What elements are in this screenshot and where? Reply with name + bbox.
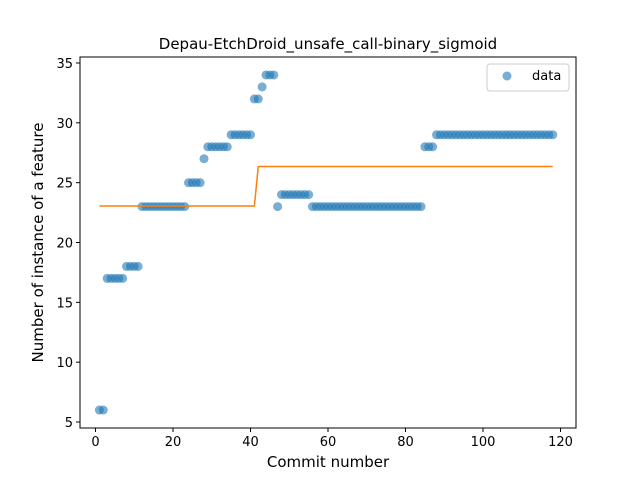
data-point xyxy=(195,178,205,188)
data-point xyxy=(269,70,279,80)
legend-box xyxy=(486,63,570,92)
y-axis-ticks: 5 10 15 20 25 30 35 xyxy=(56,57,80,431)
data-points xyxy=(94,70,558,415)
x-tick-label: 40 xyxy=(242,435,259,450)
legend-marker-data xyxy=(502,71,512,81)
data-point xyxy=(548,130,558,140)
data-point xyxy=(118,273,128,283)
x-axis-ticks: 0 20 40 60 80 100 120 xyxy=(91,428,573,450)
chart-title: Depau-EtchDroid_unsafe_call-binary_sigmo… xyxy=(159,35,497,54)
data-point xyxy=(98,405,108,415)
fit-lines xyxy=(99,165,553,207)
x-tick-label: 100 xyxy=(471,435,496,450)
data-point xyxy=(304,190,314,200)
y-tick-label: 10 xyxy=(56,356,73,371)
x-tick-label: 60 xyxy=(320,435,337,450)
y-tick-label: 5 xyxy=(65,416,73,431)
data-point xyxy=(257,82,267,92)
data-point xyxy=(253,94,263,104)
y-tick-label: 35 xyxy=(56,57,73,72)
x-axis-label: Commit number xyxy=(267,453,390,471)
legend: data xyxy=(486,63,570,92)
data-point xyxy=(273,202,283,212)
x-tick-label: 80 xyxy=(397,435,414,450)
y-tick-label: 15 xyxy=(56,296,73,311)
x-tick-label: 20 xyxy=(165,435,182,450)
fit-line xyxy=(99,165,553,207)
data-point xyxy=(133,261,143,271)
y-tick-label: 30 xyxy=(56,117,73,132)
y-tick-label: 25 xyxy=(56,177,73,192)
legend-label-data: data xyxy=(532,69,561,84)
data-point xyxy=(246,130,255,140)
x-tick-label: 120 xyxy=(548,435,573,450)
data-point xyxy=(222,142,232,152)
y-tick-label: 20 xyxy=(56,237,73,252)
data-point xyxy=(428,142,438,152)
x-tick-label: 0 xyxy=(91,435,99,450)
data-point xyxy=(416,202,426,212)
y-axis-label: Number of instance of a feature xyxy=(29,123,47,363)
data-point xyxy=(199,154,209,164)
